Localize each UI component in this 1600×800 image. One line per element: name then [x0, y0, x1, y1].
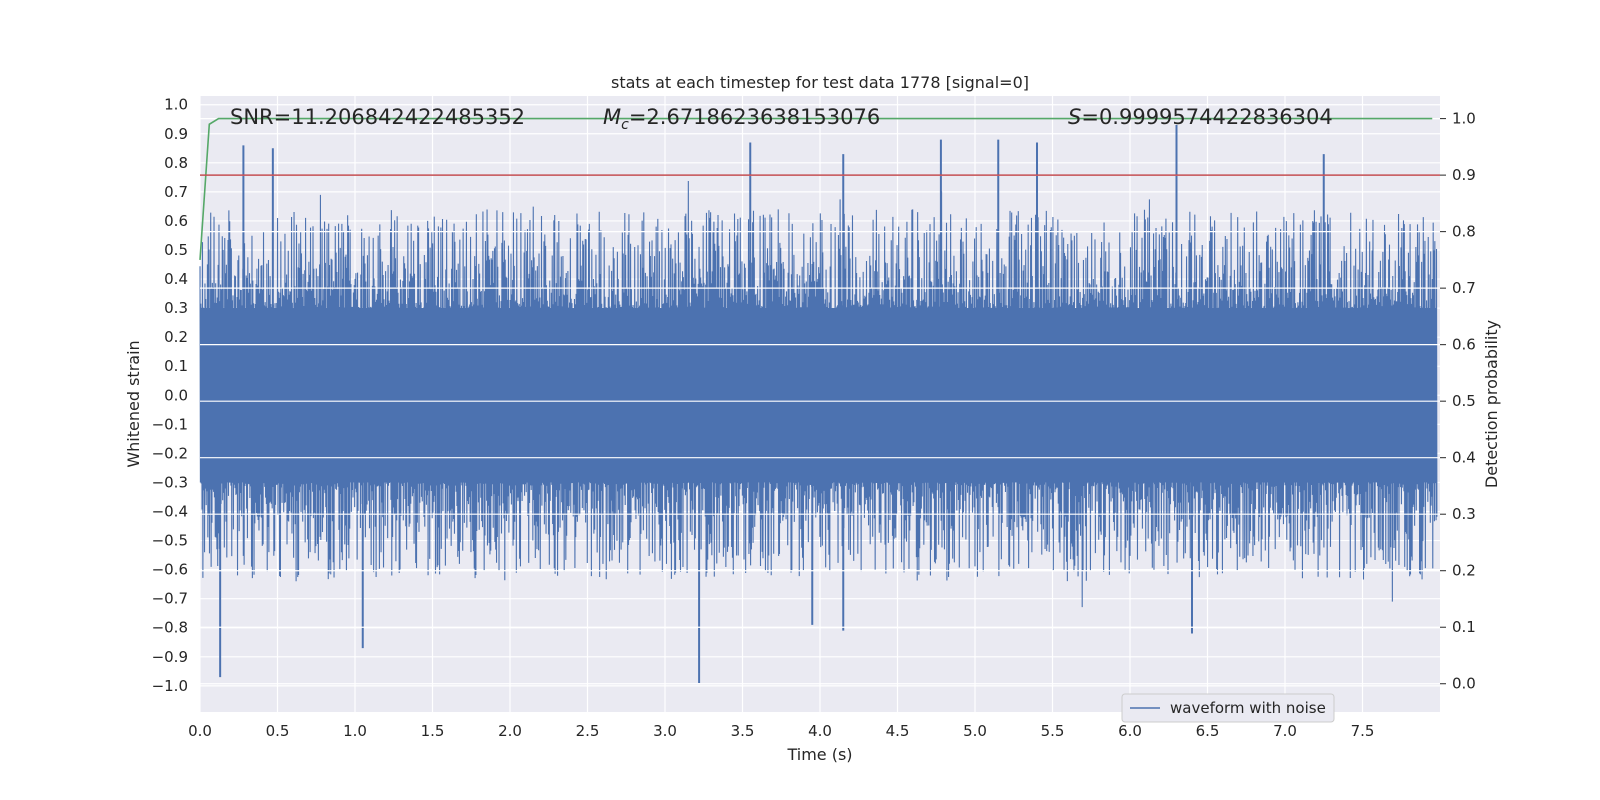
x-tick-label: 0.5 — [266, 722, 290, 740]
right-axis-label: Detection probability — [1482, 320, 1501, 488]
right-tick-label: 0.8 — [1452, 223, 1476, 241]
chart-title: stats at each timestep for test data 177… — [611, 73, 1029, 92]
x-tick-label: 2.5 — [576, 722, 600, 740]
left-tick-label: −0.2 — [152, 444, 188, 462]
right-tick-label: 0.9 — [1452, 166, 1476, 184]
left-tick-label: 0.2 — [164, 328, 188, 346]
chirp-mass-annotation: Mc=2.6718623638153076 — [603, 105, 880, 133]
legend-box — [1121, 693, 1335, 723]
waveform-core — [200, 308, 1437, 483]
right-tick-label: 0.4 — [1452, 449, 1476, 467]
s-symbol: S — [1068, 105, 1081, 129]
x-tick-label: 0.0 — [188, 722, 212, 740]
probability-series — [199, 117, 1440, 260]
left-tick-label: −0.4 — [152, 503, 188, 521]
left-tick-label: −0.7 — [152, 590, 188, 608]
mc-subscript: c — [621, 117, 629, 133]
left-tick-label: 0.8 — [164, 154, 188, 172]
left-tick-label: −0.6 — [152, 561, 188, 579]
right-tick-label: 1.0 — [1452, 110, 1476, 128]
mc-symbol: M — [603, 105, 621, 129]
x-tick-label: 5.5 — [1041, 722, 1065, 740]
snr-annotation: SNR=11.206842422485352 — [230, 105, 525, 129]
left-tick-label: 0.7 — [164, 183, 188, 201]
left-tick-label: −0.9 — [152, 648, 188, 666]
legend-label: waveform with noise — [1170, 699, 1326, 717]
x-tick-label: 1.5 — [421, 722, 445, 740]
right-axis-ticks: 1.0 0.9 0.8 0.7 0.6 0.5 0.4 0.3 0.2 0.1 0.0 — [1440, 110, 1476, 693]
right-tick-label: 0.5 — [1452, 392, 1476, 410]
x-tick-label: 6.0 — [1118, 722, 1142, 740]
x-tick-label: 4.0 — [808, 722, 832, 740]
x-tick-label: 5.0 — [963, 722, 987, 740]
x-tick-label: 3.5 — [731, 722, 755, 740]
x-axis-ticks: 0.0 0.5 1.0 1.5 2.0 2.5 3.0 3.5 4.0 4.5 5.0 5.5 6.0 6… — [188, 722, 1374, 740]
mc-value: =2.6718623638153076 — [629, 105, 880, 129]
waveform-series — [199, 125, 1438, 683]
left-tick-label: 0.9 — [164, 125, 188, 143]
left-tick-label: 0.3 — [164, 299, 188, 317]
x-tick-label: 4.5 — [886, 722, 910, 740]
x-tick-label: 2.0 — [498, 722, 522, 740]
left-tick-label: 0.1 — [164, 357, 188, 375]
legend: waveform with noise — [1121, 693, 1335, 723]
left-axis-label: Whitened strain — [124, 340, 143, 467]
left-tick-label: 0.4 — [164, 270, 188, 288]
left-tick-label: −0.3 — [152, 473, 188, 491]
right-tick-label: 0.1 — [1452, 618, 1476, 636]
x-tick-label: 3.0 — [653, 722, 677, 740]
left-tick-label: −1.0 — [152, 677, 188, 695]
left-tick-label: 0.0 — [164, 386, 188, 404]
x-tick-label: 6.5 — [1196, 722, 1220, 740]
left-axis-ticks: 1.0 0.9 0.8 0.7 0.6 0.5 0.4 0.3 0.2 0.1 0.0 −0.1 −0.… — [152, 96, 188, 695]
left-tick-label: 0.6 — [164, 212, 188, 230]
x-tick-label: 7.0 — [1273, 722, 1297, 740]
left-tick-label: 1.0 — [164, 96, 188, 114]
right-tick-label: 0.6 — [1452, 336, 1476, 354]
right-tick-label: 0.3 — [1452, 505, 1476, 523]
s-value: =0.9999574422836304 — [1081, 105, 1332, 129]
x-tick-label: 1.0 — [343, 722, 367, 740]
detection-probability-line — [199, 117, 1433, 260]
right-tick-label: 0.0 — [1452, 675, 1476, 693]
right-tick-label: 0.2 — [1452, 562, 1476, 580]
x-axis-label: Time (s) — [786, 745, 852, 764]
left-tick-label: −0.8 — [152, 619, 188, 637]
right-tick-label: 0.7 — [1452, 279, 1476, 297]
left-tick-label: −0.5 — [152, 532, 188, 550]
x-tick-label: 7.5 — [1351, 722, 1375, 740]
s-annotation: S=0.9999574422836304 — [1068, 105, 1333, 129]
left-tick-label: 0.5 — [164, 241, 188, 259]
left-tick-label: −0.1 — [152, 415, 188, 433]
